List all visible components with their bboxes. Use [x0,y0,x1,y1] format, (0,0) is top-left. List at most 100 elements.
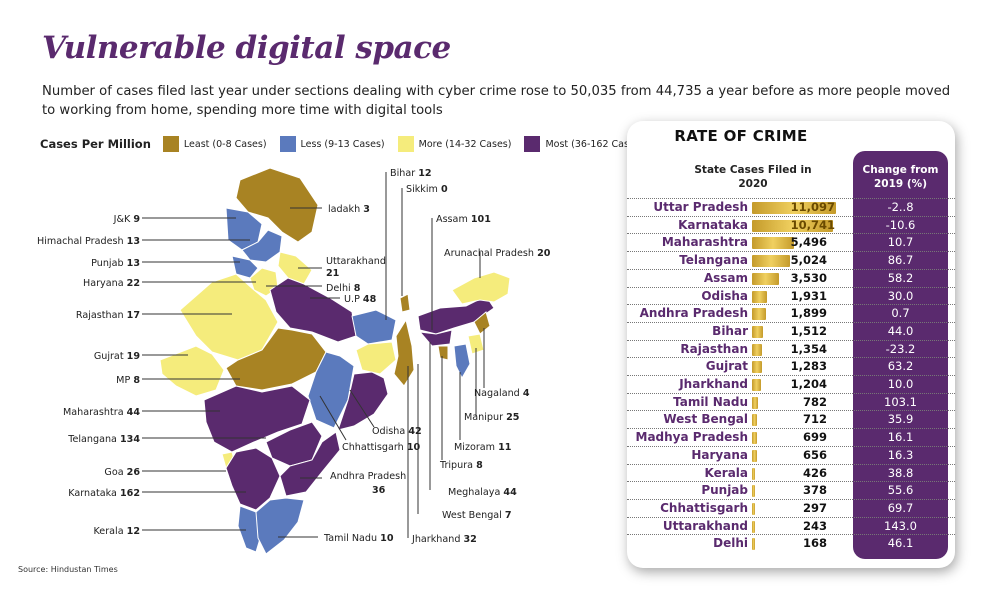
label-odisha: Odisha 42 [372,426,422,437]
column-header-state-cases: State Cases Filed in 2020 [694,164,812,190]
region-ladakh [235,167,319,243]
label-uttarakhand-value: 21 [326,268,340,279]
row-change-value: 69.7 [887,500,914,515]
row-cases-bar [752,290,767,303]
legend-item-more: More (14-32 Cases) [397,136,512,152]
row-cases-bar [752,237,794,250]
row-cases-bar [752,467,756,480]
row-cases-value: 5,496 [790,235,827,250]
label-andhra: Andhra Pradesh [330,471,406,482]
table-row: Odisha 1,931 30.0 [627,286,955,305]
label-up: U.P 48 [344,294,377,305]
region-mizoram [453,343,471,380]
map-regions [159,167,511,555]
row-change-value: 63.2 [887,359,914,374]
page-subtitle: Number of cases filed last year under se… [42,84,951,118]
label-bihar: Bihar 12 [390,168,432,179]
region-westbengal [393,318,415,387]
label-nagaland: Nagaland 4 [474,388,530,399]
legend-label-more: More (14-32 Cases) [418,138,512,150]
table-row: Uttarakhand 243 143.0 [627,516,955,535]
label-westbengal: West Bengal 7 [442,510,512,521]
row-cases-value: 1,512 [790,323,827,338]
change-column-background: Change from 2019 (%) [853,151,948,559]
row-state-name: Tamil Nadu [673,394,748,409]
row-cases-bar [752,449,757,462]
row-cases-bar [752,432,758,445]
legend-swatch-most [524,136,541,152]
legend-title: Cases Per Million [40,137,151,151]
map-text-labels: ladakh 3 J&K 9 Himachal Pradesh 13 Punja… [37,168,551,545]
legend-label-least: Least (0-8 Cases) [183,138,267,150]
row-change-value: 86.7 [887,253,914,268]
label-maharashtra: Maharashtra 44 [63,407,140,418]
legend-swatch-least [162,136,179,152]
row-cases-bar [752,343,763,356]
row-cases-value: 11,097 [790,200,835,214]
legend-label-most: Most (36-162 Cases) [545,138,644,150]
row-cases-bar [752,520,755,533]
row-change-value: 143.0 [884,518,917,533]
row-state-name: Madhya Pradesh [635,430,749,445]
india-map: ladakh 3 J&K 9 Himachal Pradesh 13 Punja… [37,167,551,555]
table-row: Telangana 5,024 86.7 [627,251,955,269]
row-state-name: Assam [703,270,748,285]
row-state-name: Telangana [679,253,748,268]
row-cases-value: 378 [802,483,827,498]
rate-of-crime-panel: Change from 2019 (%) RATE OF CRIME State… [627,121,955,568]
row-state-name: Andhra Pradesh [639,306,748,321]
row-cases-bar [752,396,758,409]
legend-item-least: Least (0-8 Cases) [162,136,267,152]
row-state-name: Uttar Pradesh [653,200,748,214]
row-change-value: 0.7 [891,306,910,321]
row-change-value: 55.6 [887,483,914,498]
label-himachal: Himachal Pradesh 13 [37,236,140,247]
row-state-name: Uttarakhand [662,518,748,533]
region-jharkhand [355,341,397,375]
label-kerala: Kerala 12 [93,526,140,537]
label-jharkhand: Jharkhand 32 [411,534,477,545]
label-andhra-value: 36 [372,485,386,496]
label-mizoram: Mizoram 11 [454,442,512,453]
row-change-value: -2..8 [887,200,914,214]
row-cases-value: 3,530 [790,270,827,285]
row-change-value: 58.2 [887,270,914,285]
row-change-value: 44.0 [887,323,914,338]
label-manipur: Manipur 25 [464,412,519,423]
label-tamilnadu: Tamil Nadu 10 [323,533,394,544]
row-state-name: Kerala [704,465,748,480]
row-cases-bar [752,485,755,498]
row-cases-bar [752,325,764,338]
table-row: Andhra Pradesh 1,899 0.7 [627,304,955,322]
table-row: Punjab 378 55.6 [627,481,955,499]
row-cases-value: 699 [802,430,827,445]
region-sikkim [399,293,411,313]
label-meghalaya: Meghalaya 44 [448,487,517,498]
table-row: Kerala 426 38.8 [627,463,955,482]
region-rajasthan [179,273,279,361]
table-row: Uttar Pradesh 11,097 -2..8 [627,198,955,216]
row-cases-bar [752,255,791,268]
row-change-value: 16.3 [887,447,914,462]
row-state-name: Delhi [713,536,748,551]
table-row: Gujrat 1,283 63.2 [627,357,955,375]
label-karnataka: Karnataka 162 [68,488,140,499]
table-row: Assam 3,530 58.2 [627,268,955,287]
region-nagaland [473,311,491,335]
source-note: Source: Hindustan Times [18,565,118,574]
row-cases-value: 168 [802,536,827,551]
legend-swatch-more [397,136,414,152]
table-row: Tamil Nadu 782 103.1 [627,392,955,411]
row-state-name: Maharashtra [661,235,748,250]
row-change-value: 30.0 [887,288,914,303]
row-cases-bar [752,202,836,214]
row-cases-value: 426 [802,465,827,480]
label-telangana: Telangana 134 [67,434,140,445]
row-cases-value: 243 [802,518,827,533]
row-change-value: 38.8 [887,465,914,480]
row-state-name: Bihar [712,323,748,338]
table-row: Karnataka 10,741 -10.6 [627,215,955,234]
row-cases-value: 1,354 [790,341,827,356]
region-arunachal [451,271,511,305]
label-haryana: Haryana 22 [83,278,140,289]
